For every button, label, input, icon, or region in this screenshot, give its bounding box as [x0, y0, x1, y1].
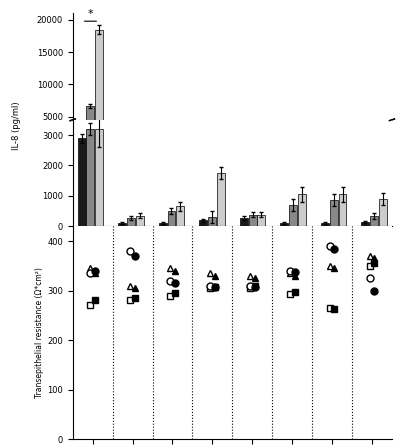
Text: PA6: PA6 [328, 303, 340, 314]
Text: Healing Earth: Healing Earth [154, 303, 188, 337]
Bar [298, 194, 306, 226]
Bar [176, 207, 184, 226]
Bar [95, 128, 103, 149]
Bar [240, 218, 248, 226]
Bar [289, 144, 297, 149]
Bar [379, 143, 387, 149]
Bar [208, 217, 216, 226]
Bar [240, 147, 248, 149]
Bar [199, 220, 207, 226]
Bar [379, 199, 387, 226]
Bar [199, 147, 207, 149]
Bar [78, 130, 86, 149]
Bar [168, 211, 175, 226]
Text: Pos.control: Pos.control [76, 303, 105, 331]
Bar [280, 223, 288, 226]
Bar [86, 128, 95, 149]
Text: Neg.control: Neg.control [116, 303, 145, 332]
Bar [136, 146, 144, 149]
Bar [321, 223, 329, 226]
Bar [86, 106, 95, 149]
Bar [280, 148, 288, 149]
Bar [127, 218, 135, 226]
Bar [159, 148, 166, 149]
Bar [176, 145, 184, 149]
Text: IL-8 (pg/ml): IL-8 (pg/ml) [12, 101, 21, 150]
Bar [118, 223, 126, 226]
Bar [298, 142, 306, 149]
Bar [289, 205, 297, 226]
Bar [95, 129, 103, 226]
Bar [127, 147, 135, 149]
Text: *: * [88, 9, 93, 19]
Bar [217, 138, 225, 149]
Bar [248, 146, 257, 149]
Text: TPU_ester: TPU_ester [361, 303, 387, 329]
Bar [168, 146, 175, 149]
Bar [95, 30, 103, 149]
Bar [257, 215, 265, 226]
Bar [217, 173, 225, 226]
Bar [330, 200, 338, 226]
Bar [321, 148, 329, 149]
Bar [78, 138, 86, 226]
Bar [257, 146, 265, 149]
Bar [370, 215, 378, 226]
Bar [362, 148, 369, 149]
Bar [86, 129, 95, 226]
Bar [208, 147, 216, 149]
Bar [159, 223, 166, 226]
Text: Tire Rubber: Tire Rubber [238, 303, 267, 332]
Text: PU_hardened: PU_hardened [195, 303, 229, 336]
Y-axis label: Transepithelial resistance (Ω*cm²): Transepithelial resistance (Ω*cm²) [35, 267, 44, 398]
Bar [339, 194, 347, 226]
Text: PP_Sun: PP_Sun [283, 303, 303, 323]
Bar [136, 216, 144, 226]
Bar [118, 148, 126, 149]
Bar [362, 222, 369, 226]
Bar [330, 143, 338, 149]
Bar [370, 146, 378, 149]
Bar [248, 215, 257, 226]
Bar [339, 142, 347, 149]
